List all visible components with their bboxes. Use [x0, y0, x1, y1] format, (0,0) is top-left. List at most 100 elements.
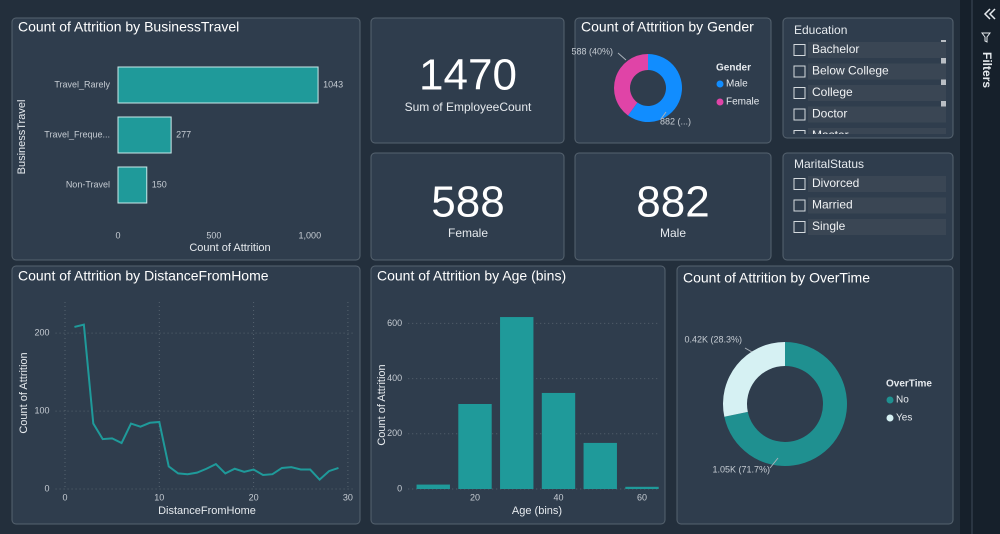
bar [117, 166, 148, 204]
chart-title: Count of Attrition by Age (bins) [377, 268, 566, 284]
checkbox[interactable] [793, 221, 806, 233]
leader-line [769, 457, 779, 469]
card-value: 588 [431, 178, 504, 227]
data-label: 588 (40%) [571, 46, 613, 56]
panel [574, 152, 772, 261]
y-axis-title: Count of Attrition [376, 364, 388, 445]
donut-slice [628, 54, 682, 122]
slicer-title: MaritalStatus [794, 157, 864, 171]
legend-marker [716, 98, 724, 106]
checkbox[interactable] [793, 199, 806, 212]
x-tick-label: 20 [470, 492, 480, 502]
donut-slice [724, 342, 847, 467]
panel [676, 265, 954, 525]
y-tick-label: Travel_Freque... [44, 129, 110, 139]
y-tick-label: 100 [35, 405, 50, 415]
data-label: 0.42K (28.3%) [684, 334, 742, 344]
legend-title: Gender [716, 63, 751, 74]
card-label: Sum of EmployeeCount [405, 100, 532, 114]
legend-marker [716, 80, 724, 88]
legend-marker [886, 414, 894, 422]
card-value: 1470 [419, 51, 517, 100]
line [74, 323, 339, 482]
slicer-item-bg [808, 176, 946, 192]
bar [583, 442, 617, 489]
y-tick-label: 600 [387, 318, 402, 328]
x-tick-label: 10 [154, 492, 164, 502]
y-tick-label: 400 [387, 373, 402, 383]
donut-slice [613, 54, 648, 116]
slicer-item[interactable]: Below College [812, 64, 889, 78]
card-label: Male [660, 226, 686, 240]
slicer-item-bg [808, 63, 946, 80]
slicer-item-bg [808, 197, 946, 214]
legend-label: Yes [896, 413, 912, 424]
y-tick-label: 0 [45, 483, 50, 493]
filters-title[interactable]: Filters [980, 52, 994, 88]
filters-pane [960, 0, 1000, 534]
slicer-item-bg [808, 42, 946, 58]
checkbox[interactable] [793, 44, 806, 56]
slicer-item[interactable]: Single [812, 219, 846, 233]
data-label: 882 (...) [660, 116, 691, 126]
checkbox[interactable] [793, 108, 806, 121]
slicer-item[interactable]: Divorced [812, 176, 859, 190]
panel [370, 17, 565, 144]
checkbox[interactable] [793, 130, 806, 142]
x-tick-label: 1,000 [299, 230, 322, 240]
slicer-list: Bachelor Below College College Doctor Master [793, 42, 946, 142]
panel [370, 152, 565, 261]
x-tick-label: 60 [637, 492, 647, 502]
donut-slice [723, 342, 785, 417]
panel [11, 265, 361, 525]
slicer-item-bg [808, 128, 946, 134]
legend-marker [886, 396, 894, 404]
checkbox[interactable] [793, 65, 806, 78]
slicer-item[interactable]: Bachelor [812, 42, 859, 56]
slicer-item-bg [808, 219, 946, 235]
collapse-icon[interactable] [983, 8, 996, 20]
x-tick-label: 0 [62, 492, 67, 502]
x-tick-label: 0 [115, 230, 120, 240]
legend-label: Female [726, 97, 760, 108]
chart-title: Count of Attrition by OverTime [683, 270, 870, 286]
slicer-item-bg [808, 106, 946, 123]
data-label: 1043 [323, 79, 343, 89]
leader-line [744, 347, 753, 353]
x-tick-label: 40 [553, 492, 563, 502]
x-tick-label: 30 [343, 492, 353, 502]
slicer-item[interactable]: Married [812, 198, 853, 212]
x-axis-title: Age (bins) [512, 505, 562, 517]
data-label: 150 [152, 179, 167, 189]
x-tick-label: 500 [206, 230, 221, 240]
bar [541, 392, 576, 489]
y-tick-label: Travel_Rarely [54, 79, 110, 89]
checkbox[interactable] [793, 87, 806, 99]
bar [416, 484, 450, 489]
bar [500, 317, 534, 489]
data-label: 1.05K (71.7%) [712, 464, 770, 474]
x-axis-title: Count of Attrition [189, 242, 270, 254]
slicer-item[interactable]: College [812, 85, 853, 99]
y-axis-title: BusinessTravel [16, 100, 28, 175]
slicer-list: Divorced Married Single [793, 176, 946, 235]
chart-title: Count of Attrition by Gender [581, 19, 754, 35]
slicer-item[interactable]: Doctor [812, 107, 847, 121]
filter-icon[interactable] [981, 32, 991, 43]
y-tick-label: 200 [35, 328, 50, 338]
y-tick-label: 200 [387, 428, 402, 438]
y-tick-label: 0 [397, 483, 402, 493]
legend-label: Male [726, 79, 748, 90]
x-axis-title: DistanceFromHome [158, 505, 256, 517]
bar [458, 403, 492, 489]
checkbox[interactable] [793, 178, 806, 190]
slicer-item[interactable]: Master [812, 128, 849, 142]
y-axis-title: Count of Attrition [18, 352, 30, 433]
x-tick-label: 20 [249, 492, 259, 502]
card-value: 882 [636, 178, 709, 227]
chart-title: Count of Attrition by DistanceFromHome [18, 268, 269, 284]
data-label: 277 [176, 129, 191, 139]
scrollbar[interactable] [941, 40, 946, 120]
bar [117, 116, 172, 154]
slicer-title: Education [794, 23, 847, 37]
